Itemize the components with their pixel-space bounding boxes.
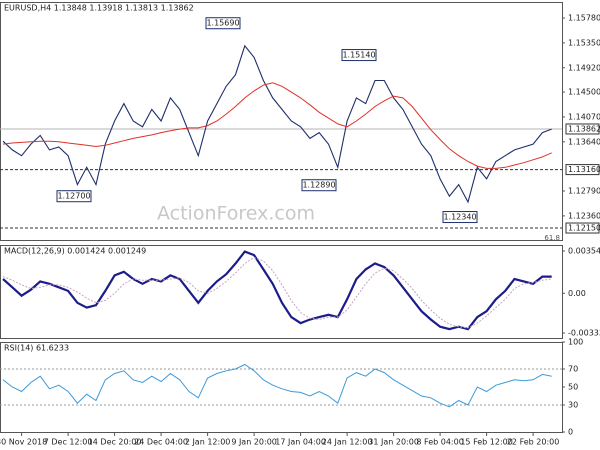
x-tick-label: 22 Feb 20:00: [507, 438, 559, 447]
y-tick-label: 30: [568, 401, 578, 410]
panel-title: RSI(14) 61.6233: [4, 344, 69, 353]
x-tick-label: 8 Feb 04:00: [416, 438, 463, 447]
level-label: 1.12150: [568, 224, 600, 233]
watermark: ActionForex.com: [157, 203, 315, 225]
price-annotation: 1.12340: [443, 213, 476, 222]
y-tick-label: 1.14070: [568, 112, 600, 121]
price-annotation-box: [56, 190, 92, 203]
x-tick-label: 24 Dec 04:00: [134, 438, 188, 447]
level-note: 61.8: [544, 234, 560, 242]
last-price-label: 1.13862: [568, 124, 600, 133]
y-tick-label: 1.13640: [568, 137, 600, 146]
y-tick-label: 1.12360: [568, 211, 600, 220]
panel-frame: [0, 2, 563, 241]
price-annotation: 1.15690: [206, 19, 239, 28]
x-tick-label: 14 Dec 20:00: [88, 438, 142, 447]
y-tick-label: -0.003331: [568, 329, 600, 338]
y-tick-label: 70: [568, 365, 578, 374]
price-annotation: 1.12700: [57, 192, 90, 201]
price-annotation-box: [205, 17, 241, 30]
y-tick-label: 0.00: [568, 289, 586, 298]
series-line: [2, 44, 552, 204]
price-annotation-box: [442, 211, 478, 224]
level-box: [565, 222, 600, 234]
x-tick-label: 30 Nov 2018: [0, 438, 47, 447]
level-box: [565, 164, 600, 176]
y-tick-label: 0: [568, 428, 573, 437]
price-annotation: 1.15140: [342, 51, 375, 60]
price-annotation: 1.12890: [302, 181, 335, 190]
x-tick-label: 9 Jan 20:00: [231, 438, 277, 447]
x-tick-label: 31 Jan 20:00: [368, 438, 419, 447]
level-label: 1.13160: [568, 165, 600, 174]
series-line: [2, 256, 552, 329]
price-annotation-box: [301, 179, 337, 192]
y-tick-label: 1.15780: [568, 14, 600, 23]
price-annotation-box: [341, 49, 377, 62]
x-tick-label: 15 Feb 12:00: [460, 438, 512, 447]
y-tick-label: 0.003544: [568, 247, 600, 256]
y-tick-label: 1.14920: [568, 63, 600, 72]
x-tick-label: 2 Jan 12:00: [185, 438, 231, 447]
y-tick-label: 50: [568, 383, 578, 392]
panel-title: EURUSD,H4 1.13848 1.13918 1.13813 1.1386…: [4, 4, 194, 13]
x-tick-label: 24 Jan 12:00: [322, 438, 373, 447]
y-tick-label: 1.12790: [568, 187, 600, 196]
y-tick-label: 1.15350: [568, 38, 600, 47]
panel-title: MACD(12,26,9) 0.001424 0.001249: [4, 247, 146, 256]
x-tick-label: 7 Dec 12:00: [44, 438, 93, 447]
series-line: [2, 363, 552, 408]
y-tick-label: 1.14500: [568, 88, 600, 97]
panel-frame: [0, 245, 563, 339]
y-tick-label: 100: [568, 338, 583, 347]
last-price-box: [565, 123, 600, 135]
x-tick-label: 17 Jan 04:00: [275, 438, 326, 447]
series-line: [2, 82, 552, 169]
